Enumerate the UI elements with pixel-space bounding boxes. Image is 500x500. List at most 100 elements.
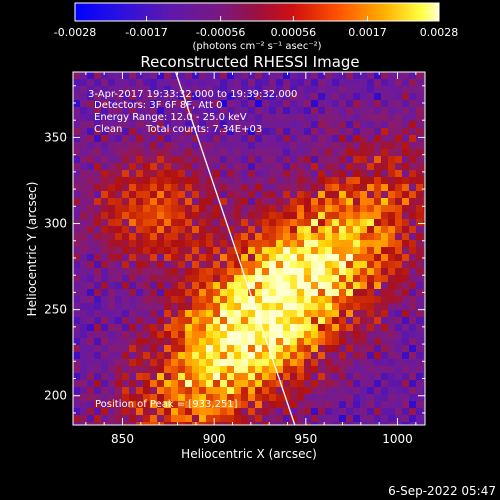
heatmap-cell bbox=[157, 415, 165, 423]
heatmap-cell bbox=[290, 170, 298, 178]
heatmap-cell bbox=[423, 261, 425, 269]
heatmap-cell bbox=[290, 72, 298, 80]
heatmap-cell bbox=[360, 275, 368, 283]
heatmap-cell bbox=[388, 93, 396, 101]
heatmap-cell bbox=[234, 233, 242, 241]
heatmap-cell bbox=[402, 345, 410, 353]
heatmap-cell bbox=[283, 324, 291, 332]
heatmap-cell bbox=[150, 324, 158, 332]
heatmap-cell bbox=[73, 135, 81, 143]
heatmap-cell bbox=[332, 247, 340, 255]
heatmap-cell bbox=[346, 177, 354, 185]
heatmap-cell bbox=[241, 163, 249, 171]
heatmap-cell bbox=[248, 282, 256, 290]
heatmap-cell bbox=[416, 387, 424, 395]
heatmap-cell bbox=[122, 163, 130, 171]
heatmap-cell bbox=[234, 310, 242, 318]
heatmap-cell bbox=[185, 247, 193, 255]
heatmap-cell bbox=[381, 415, 389, 423]
heatmap-cell bbox=[283, 296, 291, 304]
heatmap-cell bbox=[318, 212, 326, 220]
heatmap-cell bbox=[290, 177, 298, 185]
heatmap-cell bbox=[290, 86, 298, 94]
heatmap-cell bbox=[136, 345, 144, 353]
heatmap-cell bbox=[374, 359, 382, 367]
heatmap-cell bbox=[150, 275, 158, 283]
heatmap-cell bbox=[339, 268, 347, 276]
heatmap-cell bbox=[122, 415, 130, 423]
heatmap-cell bbox=[192, 226, 200, 234]
x-tick-label: 900 bbox=[203, 432, 226, 446]
heatmap-cell bbox=[255, 331, 263, 339]
heatmap-cell bbox=[108, 296, 116, 304]
heatmap-cell bbox=[164, 198, 172, 206]
heatmap-cell bbox=[234, 100, 242, 108]
heatmap-cell bbox=[290, 128, 298, 136]
heatmap-cell bbox=[199, 422, 207, 425]
heatmap-cell bbox=[290, 415, 298, 423]
heatmap-cell bbox=[178, 317, 186, 325]
chart-title: Reconstructed RHESSI Image bbox=[140, 53, 359, 71]
heatmap-cell bbox=[360, 380, 368, 388]
heatmap-cell bbox=[276, 324, 284, 332]
heatmap-cell bbox=[136, 100, 144, 108]
heatmap-cell bbox=[108, 177, 116, 185]
heatmap-cell bbox=[255, 163, 263, 171]
heatmap-cell bbox=[304, 219, 312, 227]
heatmap-cell bbox=[73, 338, 81, 346]
heatmap-cell bbox=[374, 401, 382, 409]
heatmap-cell bbox=[402, 93, 410, 101]
heatmap-cell bbox=[206, 212, 214, 220]
heatmap-cell bbox=[325, 373, 333, 381]
heatmap-cell bbox=[297, 170, 305, 178]
heatmap-cell bbox=[213, 86, 221, 94]
heatmap-cell bbox=[402, 142, 410, 150]
heatmap-cell bbox=[339, 289, 347, 297]
heatmap-cell bbox=[248, 86, 256, 94]
heatmap-cell bbox=[248, 93, 256, 101]
heatmap-cell bbox=[409, 352, 417, 360]
heatmap-cell bbox=[255, 128, 263, 136]
heatmap-cell bbox=[311, 310, 319, 318]
heatmap-cell bbox=[227, 86, 235, 94]
colorbar-tick-label: -0.0017 bbox=[125, 26, 167, 39]
heatmap-cell bbox=[87, 387, 95, 395]
heatmap-cell bbox=[185, 289, 193, 297]
heatmap-cell bbox=[423, 191, 425, 199]
heatmap-cell bbox=[360, 128, 368, 136]
heatmap-cell bbox=[262, 296, 270, 304]
heatmap-cell bbox=[143, 233, 151, 241]
heatmap-cell bbox=[346, 275, 354, 283]
heatmap-cell bbox=[220, 121, 228, 129]
heatmap-cell bbox=[325, 289, 333, 297]
heatmap-cell bbox=[143, 163, 151, 171]
heatmap-cell bbox=[381, 205, 389, 213]
heatmap-cell bbox=[248, 163, 256, 171]
heatmap-cell bbox=[157, 219, 165, 227]
heatmap-cell bbox=[381, 401, 389, 409]
heatmap-cell bbox=[276, 93, 284, 101]
heatmap-cell bbox=[227, 331, 235, 339]
heatmap-cell bbox=[101, 79, 109, 87]
heatmap-cell bbox=[374, 303, 382, 311]
heatmap-cell bbox=[388, 401, 396, 409]
heatmap-cell bbox=[108, 100, 116, 108]
heatmap-cell bbox=[276, 415, 284, 423]
heatmap-cell bbox=[80, 394, 88, 402]
heatmap-cell bbox=[325, 366, 333, 374]
heatmap-cell bbox=[157, 275, 165, 283]
heatmap-cell bbox=[150, 156, 158, 164]
heatmap-cell bbox=[73, 114, 81, 122]
heatmap-cell bbox=[129, 310, 137, 318]
heatmap-cell bbox=[311, 198, 319, 206]
heatmap-cell bbox=[192, 366, 200, 374]
heatmap-cell bbox=[171, 121, 179, 129]
heatmap-cell bbox=[157, 142, 165, 150]
heatmap-cell bbox=[297, 184, 305, 192]
heatmap-cell bbox=[339, 394, 347, 402]
heatmap-cell bbox=[171, 310, 179, 318]
heatmap-cell bbox=[234, 345, 242, 353]
heatmap-cell bbox=[178, 233, 186, 241]
heatmap-cell bbox=[304, 107, 312, 115]
heatmap-cell bbox=[171, 275, 179, 283]
